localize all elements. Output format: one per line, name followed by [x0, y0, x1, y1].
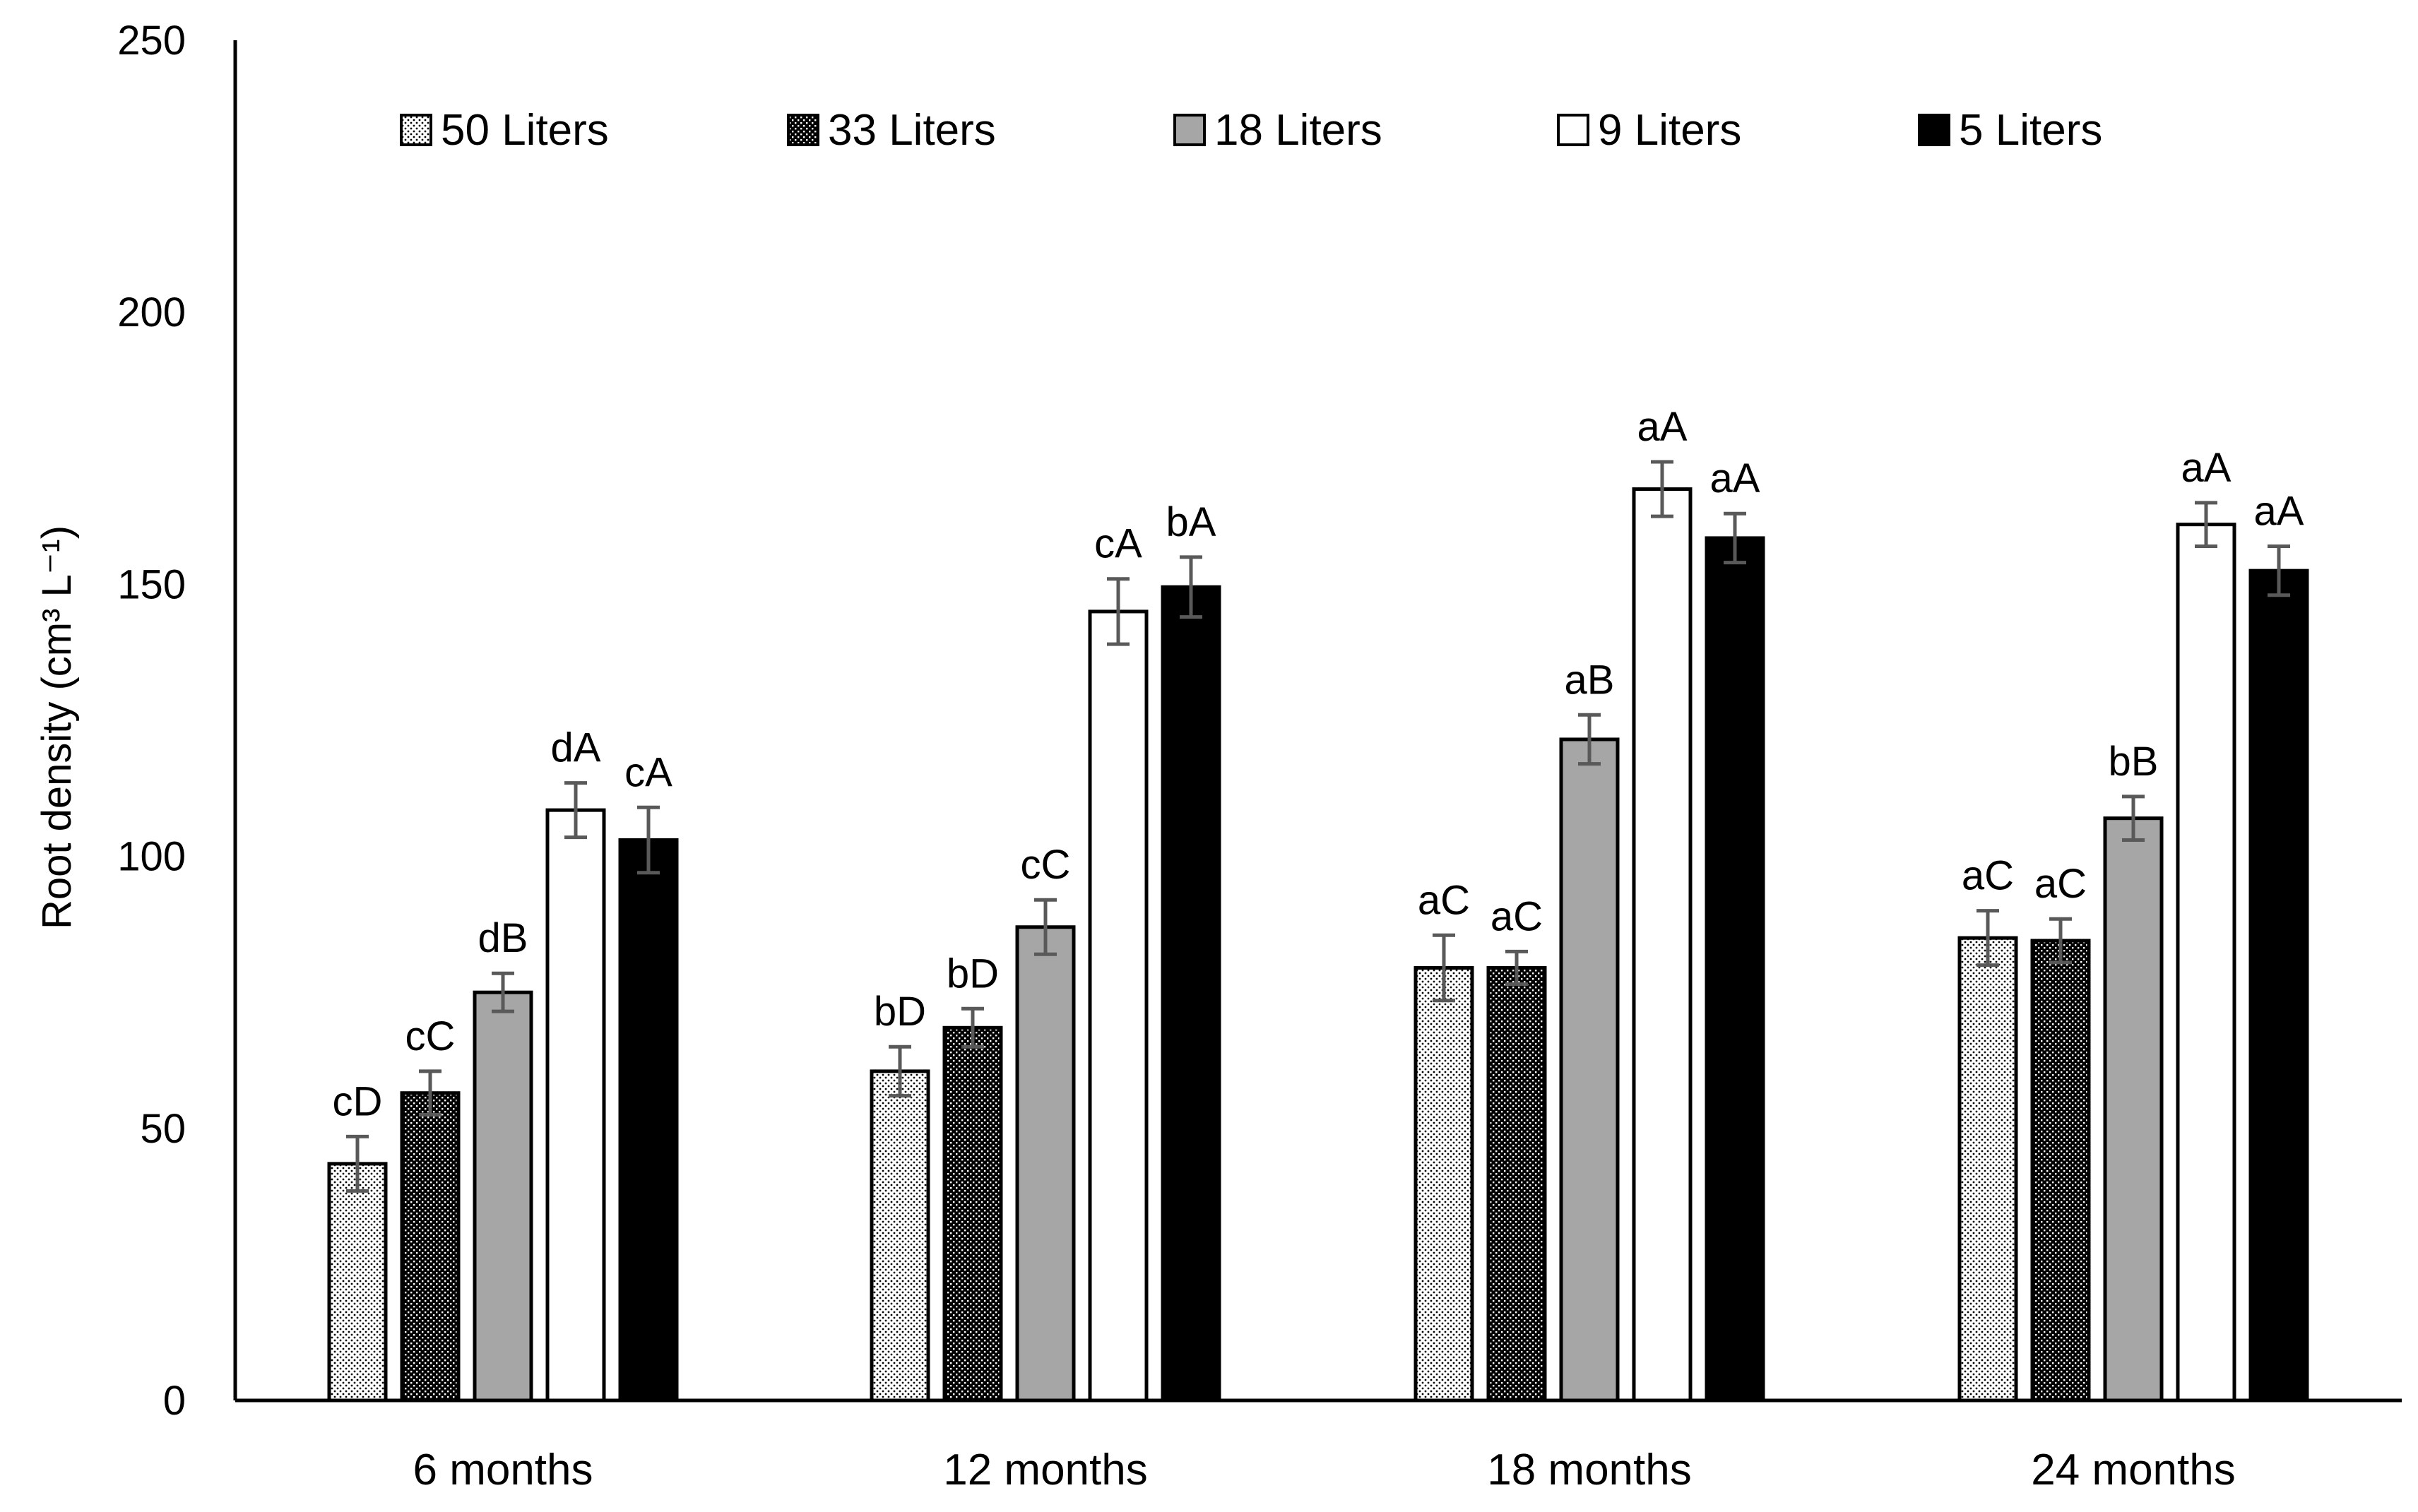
- legend-swatch: [787, 114, 819, 146]
- data-label: bD: [874, 989, 926, 1035]
- bar: [870, 1069, 930, 1403]
- bar: [2176, 523, 2236, 1403]
- bar: [2030, 939, 2091, 1403]
- bar: [2248, 569, 2309, 1403]
- data-label: cC: [405, 1013, 456, 1059]
- legend-label: 18 Liters: [1214, 106, 1382, 155]
- data-label: aA: [2181, 445, 2232, 491]
- category-label: 18 months: [1487, 1446, 1692, 1494]
- data-label: cA: [1094, 521, 1142, 567]
- y-tick-label: 200: [117, 290, 186, 335]
- bar: [400, 1091, 461, 1403]
- y-tick-label: 250: [117, 18, 186, 64]
- y-tick-label: 0: [163, 1378, 186, 1424]
- legend-label: 9 Liters: [1598, 106, 1741, 155]
- data-label: cD: [333, 1078, 383, 1124]
- data-label: aC: [1418, 877, 1470, 923]
- data-label: aC: [1962, 853, 2014, 899]
- legend-swatch: [1918, 114, 1950, 146]
- y-tick-label: 50: [140, 1106, 186, 1152]
- data-label: aB: [1565, 657, 1615, 703]
- legend-swatch: [1173, 114, 1206, 146]
- bar: [1486, 966, 1547, 1403]
- bar: [2103, 816, 2164, 1403]
- category-label: 24 months: [2031, 1446, 2236, 1494]
- legend-label: 5 Liters: [1959, 106, 2102, 155]
- bar: [618, 838, 679, 1403]
- bar: [1414, 966, 1474, 1403]
- data-label: dA: [551, 725, 601, 771]
- y-tick-labels: 0 50 100 150 200 250: [117, 18, 186, 1424]
- data-label: bD: [947, 951, 999, 996]
- legend-swatch: [1557, 114, 1589, 146]
- bar: [1088, 609, 1149, 1403]
- legend: 50 Liters 33 Liters 18 Liters 9 Liters 5 Lit…: [400, 106, 2102, 155]
- data-label: aA: [1637, 404, 1688, 450]
- bar: [545, 808, 606, 1403]
- legend-swatch: [400, 114, 432, 146]
- data-label: aC: [1490, 893, 1543, 939]
- data-label: bA: [1166, 499, 1216, 545]
- data-label: aA: [1710, 456, 1760, 501]
- bar: [327, 1162, 388, 1403]
- category-label: 12 months: [943, 1446, 1148, 1494]
- data-label: aA: [2254, 488, 2304, 534]
- data-label: dB: [478, 915, 528, 961]
- y-tick-label: 150: [117, 561, 186, 607]
- y-axis-title: Root density (cm³ L⁻¹): [34, 525, 80, 929]
- bar: [1632, 487, 1693, 1403]
- bar: [1015, 925, 1076, 1403]
- bar: [1705, 536, 1765, 1403]
- data-label: cC: [1021, 842, 1071, 888]
- bar: [1559, 737, 1620, 1403]
- category-labels: 6 months 12 months 18 months 24 months: [413, 1446, 2235, 1494]
- bar: [473, 990, 533, 1403]
- data-label: cA: [624, 749, 672, 795]
- legend-label: 50 Liters: [441, 106, 609, 155]
- bar: [942, 1025, 1003, 1403]
- data-label: aC: [2034, 861, 2087, 907]
- bar: [1957, 936, 2018, 1403]
- category-label: 6 months: [413, 1446, 593, 1494]
- y-tick-label: 100: [117, 834, 186, 880]
- error-bars: [346, 460, 2290, 1193]
- data-labels: cD bD aC aC cC bD aC aC dB cC aB bB dA cA aA aA cA bA aA aA: [333, 404, 2304, 1124]
- data-label: bB: [2109, 739, 2159, 785]
- legend-label: 33 Liters: [828, 106, 996, 155]
- bar: [1161, 585, 1221, 1403]
- bars: [327, 487, 2309, 1403]
